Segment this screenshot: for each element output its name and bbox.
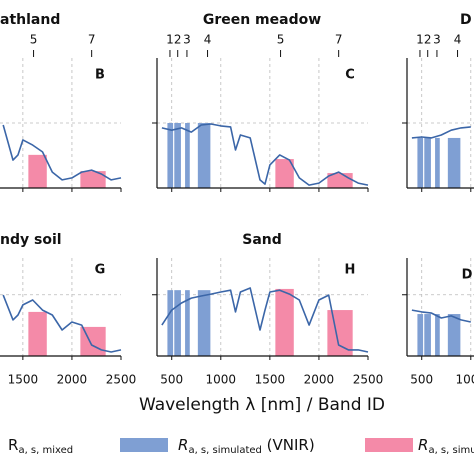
band-tick-label: 5 xyxy=(277,33,285,47)
legend-patch xyxy=(120,438,168,452)
x-tick-label: 500 xyxy=(160,373,183,387)
legend-label: Ra, s, simulated xyxy=(418,436,474,457)
bar xyxy=(327,310,353,356)
bar xyxy=(275,288,294,356)
x-tick-label: 1000 xyxy=(456,373,474,387)
x-tick-label: 1500 xyxy=(8,373,39,387)
spectrum-line xyxy=(2,124,122,181)
panel-title: Sand xyxy=(242,232,282,248)
legend-symbol: R xyxy=(8,436,18,454)
legend-symbol: R xyxy=(418,436,428,454)
bar xyxy=(417,314,424,356)
x-tick-label: 500 xyxy=(410,373,433,387)
bar xyxy=(167,290,174,356)
bar xyxy=(424,314,431,356)
bar xyxy=(447,314,461,356)
x-tick-label: 2500 xyxy=(353,373,384,387)
legend-subscript: a, s, simulated xyxy=(428,445,474,456)
bar xyxy=(435,314,440,356)
bar xyxy=(174,123,181,188)
legend-symbol: R xyxy=(178,436,188,454)
legend-label: Ra, s, mixed xyxy=(8,436,73,457)
panel-title: D xyxy=(460,12,472,28)
bar xyxy=(80,171,106,188)
spectrum-line xyxy=(161,123,369,186)
band-tick-label: 5 xyxy=(30,33,38,47)
bar xyxy=(185,290,190,356)
band-tick-label: 4 xyxy=(454,33,462,47)
bar xyxy=(167,123,174,188)
band-tick-label: 2 xyxy=(174,33,182,47)
spectrum-line xyxy=(2,294,122,353)
x-tick-label: 1000 xyxy=(206,373,237,387)
legend-suffix: (VNIR) xyxy=(262,436,315,454)
panel-title: athland xyxy=(0,12,60,28)
legend-label: Ra, s, simulated (VNIR) xyxy=(178,436,315,457)
x-tick-label: 2500 xyxy=(106,373,137,387)
spectrum-line xyxy=(411,309,471,323)
x-tick-label: 2000 xyxy=(57,373,88,387)
band-tick-label: 7 xyxy=(88,33,96,47)
panel-letter: B xyxy=(95,68,105,83)
bar xyxy=(185,123,190,188)
band-tick-label: 2 xyxy=(424,33,432,47)
legend-subscript: a, s, simulated xyxy=(188,445,261,456)
panel-title: ndy soil xyxy=(0,232,62,248)
band-tick-label: 1 xyxy=(416,33,424,47)
bar xyxy=(197,290,211,356)
band-tick-label: 3 xyxy=(183,33,191,47)
spectrum-line xyxy=(161,287,369,353)
panel-letter: C xyxy=(345,68,355,83)
bar xyxy=(197,123,211,188)
x-tick-label: 2000 xyxy=(304,373,335,387)
band-tick-label: 1 xyxy=(166,33,174,47)
bar xyxy=(424,137,431,188)
bar xyxy=(28,311,47,356)
band-tick-label: 4 xyxy=(204,33,212,47)
panel-title: Green meadow xyxy=(203,12,321,28)
bar xyxy=(275,159,294,188)
bar xyxy=(28,154,47,188)
legend-subscript: a, s, mixed xyxy=(18,445,73,456)
bar xyxy=(417,137,424,188)
bar xyxy=(435,137,440,188)
legend-patch xyxy=(365,438,413,452)
x-tick-label: 1500 xyxy=(255,373,286,387)
bar xyxy=(447,137,461,188)
band-tick-label: 7 xyxy=(335,33,343,47)
panel-letter: H xyxy=(345,263,356,278)
panel-letter: G xyxy=(95,263,106,278)
band-tick-label: 3 xyxy=(433,33,441,47)
panel-letter: D xyxy=(462,268,473,283)
bar xyxy=(174,290,181,356)
spectrum-line xyxy=(411,126,471,139)
x-axis-label: Wavelength λ [nm] / Band ID xyxy=(139,395,385,415)
